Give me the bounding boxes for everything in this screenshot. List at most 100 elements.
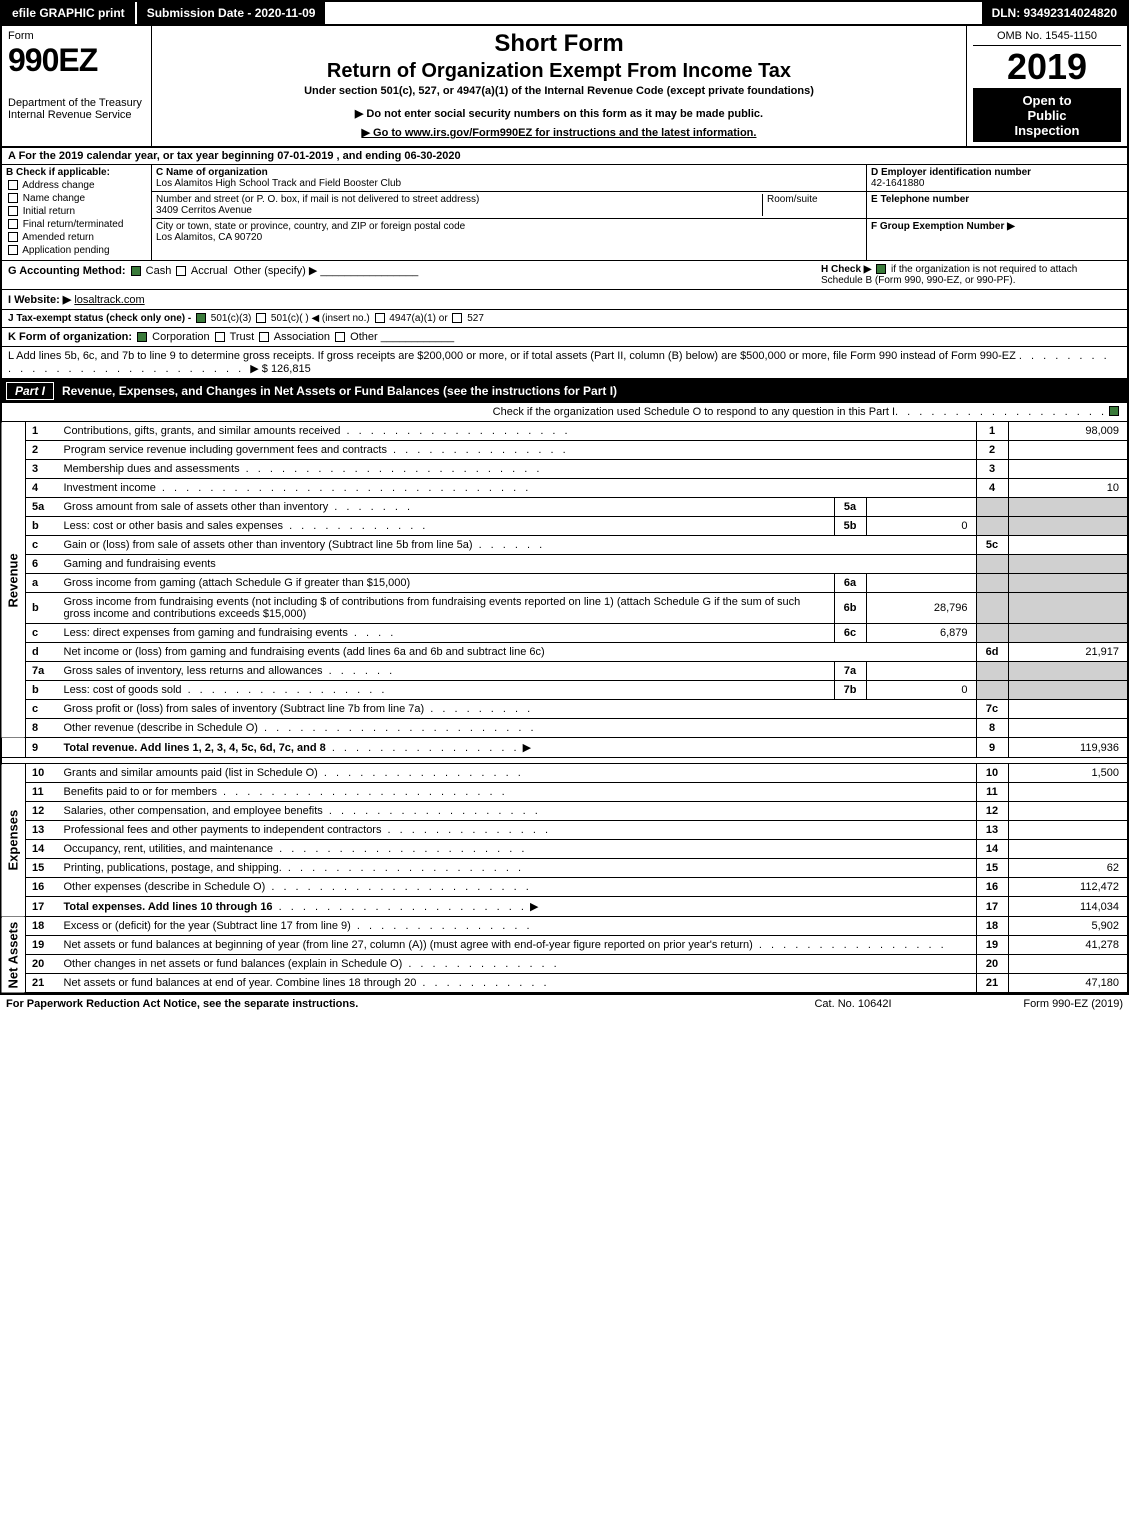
line-7a-desc: Gross sales of inventory, less returns a… (64, 665, 323, 677)
check-other-org[interactable] (335, 332, 345, 342)
shade-5a-amt (1008, 498, 1128, 517)
check-initial-return[interactable]: Initial return (6, 206, 147, 217)
website-link[interactable]: losaltrack.com (74, 294, 144, 306)
part-1-tag: Part I (6, 382, 54, 400)
line-9-box: 9 (976, 738, 1008, 758)
line-7a-iamt (866, 662, 976, 681)
subtitle: Under section 501(c), 527, or 4947(a)(1)… (158, 85, 960, 97)
line-5b-ibox: 5b (834, 517, 866, 536)
shade-7a-amt (1008, 662, 1128, 681)
expenses-side-label: Expenses (1, 764, 26, 917)
line-11-box: 11 (976, 783, 1008, 802)
line-4-num: 4 (26, 479, 60, 498)
line-2-amt (1008, 441, 1128, 460)
line-6d-amt: 21,917 (1008, 643, 1128, 662)
line-7b-iamt: 0 (866, 681, 976, 700)
line-5c-desc: Gain or (loss) from sale of assets other… (64, 539, 473, 551)
line-12-num: 12 (26, 802, 60, 821)
omb-number: OMB No. 1545-1150 (973, 30, 1121, 46)
line-15-box: 15 (976, 859, 1008, 878)
check-trust[interactable] (215, 332, 225, 342)
line-14-desc: Occupancy, rent, utilities, and maintena… (64, 843, 274, 855)
line-9-amt: 119,936 (1008, 738, 1128, 758)
column-b-checkboxes: B Check if applicable: Address change Na… (2, 165, 152, 260)
line-6c-num: c (26, 624, 60, 643)
city-state-zip: Los Alamitos, CA 90720 (156, 232, 262, 243)
cat-number: Cat. No. 10642I (763, 998, 943, 1010)
line-13-amt (1008, 821, 1128, 840)
ein-label: D Employer identification number (871, 167, 1031, 178)
line-13-box: 13 (976, 821, 1008, 840)
column-def: D Employer identification number 42-1641… (867, 165, 1127, 260)
check-final-return[interactable]: Final return/terminated (6, 219, 147, 230)
efile-print-button[interactable]: efile GRAPHIC print (2, 2, 137, 24)
check-cash[interactable] (131, 266, 141, 276)
row-i-website: I Website: ▶ losaltrack.com (8, 293, 1121, 306)
check-application-pending[interactable]: Application pending (6, 245, 147, 256)
line-7a-ibox: 7a (834, 662, 866, 681)
line-5c-num: c (26, 536, 60, 555)
row-j-tax-exempt: J Tax-exempt status (check only one) - 5… (8, 313, 1121, 324)
line-13-desc: Professional fees and other payments to … (64, 824, 382, 836)
goto-link[interactable]: ▶ Go to www.irs.gov/Form990EZ for instru… (158, 126, 960, 139)
line-20-box: 20 (976, 955, 1008, 974)
line-1-amt: 98,009 (1008, 422, 1128, 441)
shade-6b (976, 593, 1008, 624)
line-14-box: 14 (976, 840, 1008, 859)
shade-7b-amt (1008, 681, 1128, 700)
ein-value: 42-1641880 (871, 178, 924, 189)
line-6b-num: b (26, 593, 60, 624)
line-13-num: 13 (26, 821, 60, 840)
line-16-box: 16 (976, 878, 1008, 897)
check-association[interactable] (259, 332, 269, 342)
check-name-change[interactable]: Name change (6, 193, 147, 204)
line-5c-box: 5c (976, 536, 1008, 555)
check-accrual[interactable] (176, 266, 186, 276)
line-17-num: 17 (26, 897, 60, 917)
check-501c3[interactable] (196, 313, 206, 323)
org-name: Los Alamitos High School Track and Field… (156, 178, 401, 189)
line-18-amt: 5,902 (1008, 917, 1128, 936)
dln-label: DLN: 93492314024820 (982, 2, 1127, 24)
check-527[interactable] (452, 313, 462, 323)
row-l-gross-receipts: L Add lines 5b, 6c, and 7b to line 9 to … (8, 350, 1121, 375)
line-6a-num: a (26, 574, 60, 593)
page-footer: For Paperwork Reduction Act Notice, see … (0, 993, 1129, 1013)
line-20-amt (1008, 955, 1128, 974)
check-amended-return[interactable]: Amended return (6, 232, 147, 243)
net-assets-table: Net Assets 18 Excess or (deficit) for th… (0, 917, 1129, 993)
line-9-num: 9 (26, 738, 60, 758)
shade-5b (976, 517, 1008, 536)
line-19-desc: Net assets or fund balances at beginning… (64, 939, 753, 951)
row-g-accounting: G Accounting Method: Cash Accrual Other … (8, 264, 821, 286)
check-schedule-o[interactable] (1109, 406, 1119, 416)
line-3-desc: Membership dues and assessments (64, 463, 240, 475)
line-10-amt: 1,500 (1008, 764, 1128, 783)
shade-6a-amt (1008, 574, 1128, 593)
line-18-desc: Excess or (deficit) for the year (Subtra… (64, 920, 351, 932)
shade-6c (976, 624, 1008, 643)
shade-6b-amt (1008, 593, 1128, 624)
line-6-desc: Gaming and fundraising events (60, 555, 977, 574)
check-corporation[interactable] (137, 332, 147, 342)
line-6b-desc: Gross income from fundraising events (no… (60, 593, 835, 624)
line-6-num: 6 (26, 555, 60, 574)
line-2-num: 2 (26, 441, 60, 460)
line-8-box: 8 (976, 719, 1008, 738)
col-b-header: B Check if applicable: (6, 167, 147, 178)
entity-section: B Check if applicable: Address change Na… (0, 165, 1129, 261)
check-address-change[interactable]: Address change (6, 180, 147, 191)
part-1-sub: Check if the organization used Schedule … (493, 406, 895, 418)
check-4947[interactable] (375, 313, 385, 323)
line-3-amt (1008, 460, 1128, 479)
line-12-desc: Salaries, other compensation, and employ… (64, 805, 323, 817)
column-c-org-info: C Name of organization Los Alamitos High… (152, 165, 867, 260)
line-7c-amt (1008, 700, 1128, 719)
net-assets-side-label: Net Assets (1, 917, 26, 993)
check-501c[interactable] (256, 313, 266, 323)
form-id-footer: Form 990-EZ (2019) (943, 998, 1123, 1010)
line-5a-ibox: 5a (834, 498, 866, 517)
part-1-lines-table: Revenue 1 Contributions, gifts, grants, … (0, 422, 1129, 758)
check-schedule-b[interactable] (876, 264, 886, 274)
short-form-title: Short Form (158, 30, 960, 58)
